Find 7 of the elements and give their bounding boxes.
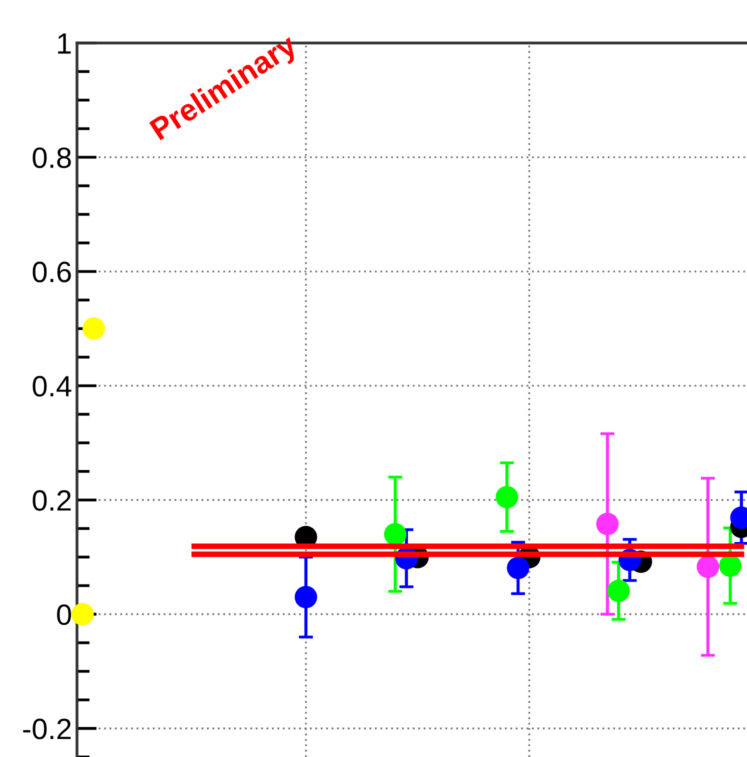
y-tick-label: 0 xyxy=(57,604,71,626)
y-tick-label: 1 xyxy=(58,34,71,54)
y-tick-label: -0.2 xyxy=(23,718,71,740)
y-tick-label: 0.4 xyxy=(32,376,72,397)
y-tick-label: 0.6 xyxy=(32,262,71,282)
y-tick-label: 0.2 xyxy=(32,490,71,511)
y-tick-label: 0.8 xyxy=(32,147,71,168)
